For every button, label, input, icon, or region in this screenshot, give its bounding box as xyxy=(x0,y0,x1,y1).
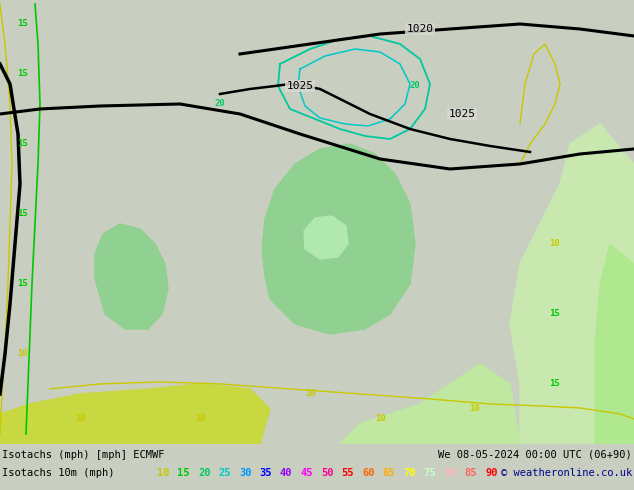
Text: 20: 20 xyxy=(215,99,225,108)
Text: Isotachs 10m (mph): Isotachs 10m (mph) xyxy=(2,468,115,478)
Text: 45: 45 xyxy=(301,468,313,478)
Polygon shape xyxy=(595,244,634,444)
Text: 1025: 1025 xyxy=(448,109,476,119)
Text: 20: 20 xyxy=(198,468,210,478)
Text: 55: 55 xyxy=(342,468,354,478)
Text: 10: 10 xyxy=(470,404,481,414)
Text: 50: 50 xyxy=(321,468,333,478)
Text: 75: 75 xyxy=(424,468,436,478)
Polygon shape xyxy=(340,364,520,444)
Text: 10: 10 xyxy=(304,390,315,398)
Text: 15: 15 xyxy=(16,140,27,148)
Polygon shape xyxy=(304,216,348,259)
Text: 35: 35 xyxy=(259,468,272,478)
Text: 40: 40 xyxy=(280,468,292,478)
Text: 10: 10 xyxy=(195,415,205,423)
Polygon shape xyxy=(262,144,415,334)
Text: 70: 70 xyxy=(403,468,415,478)
Polygon shape xyxy=(0,384,270,444)
Text: 60: 60 xyxy=(362,468,375,478)
Text: 10: 10 xyxy=(550,240,560,248)
Polygon shape xyxy=(510,124,634,444)
Text: 15: 15 xyxy=(16,209,27,219)
Text: 1020: 1020 xyxy=(406,24,434,34)
Text: 80: 80 xyxy=(444,468,456,478)
Text: 10: 10 xyxy=(375,415,385,423)
Text: 10: 10 xyxy=(16,349,27,359)
Text: 15: 15 xyxy=(550,310,560,318)
Text: 15: 15 xyxy=(550,379,560,389)
Text: 1025: 1025 xyxy=(287,81,313,91)
Text: 65: 65 xyxy=(382,468,395,478)
Text: 15: 15 xyxy=(16,70,27,78)
Text: 85: 85 xyxy=(465,468,477,478)
Text: 15: 15 xyxy=(16,20,27,28)
Text: Isotachs (mph) [mph] ECMWF: Isotachs (mph) [mph] ECMWF xyxy=(2,450,164,460)
Text: 15: 15 xyxy=(178,468,190,478)
Text: 10: 10 xyxy=(75,415,86,423)
Text: 30: 30 xyxy=(239,468,252,478)
Text: We 08-05-2024 00:00 UTC (06+90): We 08-05-2024 00:00 UTC (06+90) xyxy=(438,450,632,460)
Text: 20: 20 xyxy=(410,81,420,91)
Text: 10: 10 xyxy=(157,468,169,478)
Text: © weatheronline.co.uk: © weatheronline.co.uk xyxy=(501,468,632,478)
Polygon shape xyxy=(95,224,168,329)
Text: 25: 25 xyxy=(219,468,231,478)
Text: 15: 15 xyxy=(16,279,27,289)
Text: 90: 90 xyxy=(485,468,498,478)
